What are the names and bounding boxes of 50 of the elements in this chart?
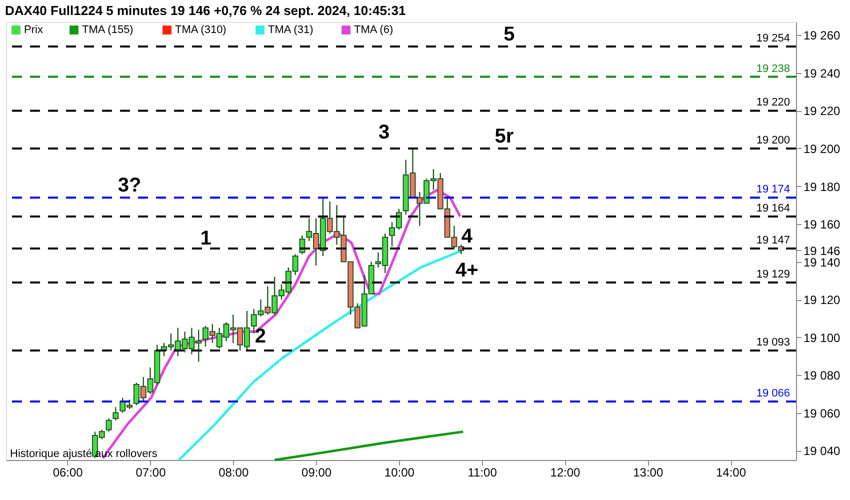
legend-label: TMA (310) (175, 24, 226, 36)
y-tick-label: 19 060 (804, 406, 841, 420)
y-tick-label: 19 180 (804, 180, 841, 194)
legend-label: TMA (31) (268, 24, 314, 36)
ref-line-label: 19 200 (756, 134, 790, 146)
legend-label: Prix (24, 24, 44, 36)
x-tick-label: 12:00 (550, 466, 581, 480)
x-tick-label: 06:00 (52, 466, 84, 480)
x-tick-label: 09:00 (302, 466, 332, 480)
ref-line-label: 19 147 (756, 234, 790, 247)
annotation: 1 (200, 227, 212, 250)
legend-label: TMA (6) (354, 24, 394, 36)
x-tick-label: 10:00 (384, 466, 415, 480)
y-tick-label: 19 140 (804, 255, 841, 270)
chart-title: DAX40 Full1224 5 minutes 19 146 +0,76 % 24 sept. 2024, 10:45:31 (5, 3, 406, 18)
annotation: 5r (494, 125, 514, 148)
x-tick-label: 13:00 (633, 466, 664, 480)
x-tick-label: 11:00 (468, 466, 498, 480)
line-series (273, 430, 464, 462)
y-tick-label: 19 260 (804, 28, 841, 43)
y-tick-label: 19 100 (804, 330, 841, 345)
annotation: 3 (378, 122, 390, 144)
ref-line-label: 19 220 (756, 96, 790, 109)
y-tick-label: 19 220 (804, 104, 841, 118)
y-tick-label: 19 120 (804, 293, 841, 308)
annotation: 5 (504, 24, 515, 46)
y-tick-label: 19 200 (804, 142, 841, 156)
annotation: 4+ (455, 260, 478, 282)
legend-label: TMA (155) (82, 24, 134, 36)
ref-line-label: 19 164 (756, 202, 790, 214)
x-tick-label: 07:00 (136, 466, 166, 480)
ref-line-label: 19 093 (756, 336, 790, 348)
ref-line-label: 19 066 (756, 387, 790, 400)
y-tick-label: 19 240 (804, 66, 841, 80)
y-tick-label: 19 040 (804, 444, 841, 458)
annotation: 3? (118, 174, 142, 197)
candlestick (106, 418, 112, 432)
annotation: 2 (254, 326, 266, 348)
y-tick-label: 19 080 (804, 368, 841, 383)
x-tick-label: 14:00 (716, 466, 746, 480)
ref-line-label: 19 129 (756, 268, 790, 281)
candlestick (112, 406, 119, 421)
ref-line-label: 19 254 (756, 32, 790, 45)
y-tick-label: 19 146 (804, 244, 841, 258)
y-tick-label: 19 160 (804, 218, 841, 232)
ref-line-label: 19 238 (756, 62, 790, 75)
candlestick (299, 234, 306, 255)
ref-line-label: 19 174 (756, 184, 790, 196)
x-tick-label: 08:00 (218, 466, 249, 480)
annotation: 4 (461, 226, 474, 248)
